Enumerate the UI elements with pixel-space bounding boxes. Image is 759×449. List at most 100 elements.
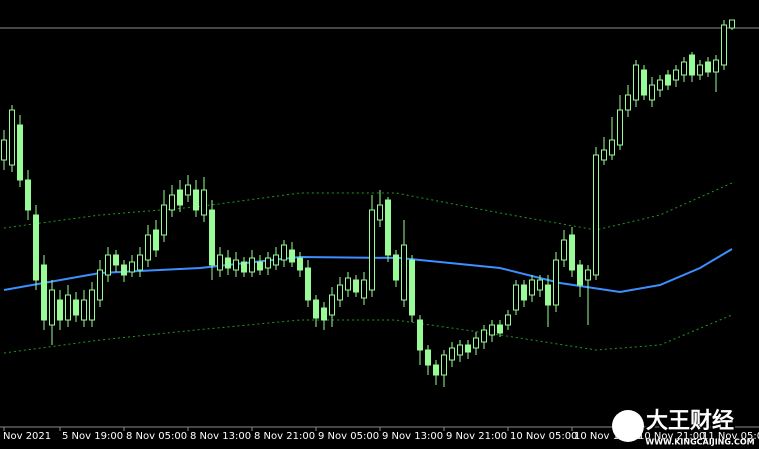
candle-body [505, 314, 511, 326]
candle-body [201, 189, 207, 216]
x-tick-label: 8 Nov 13:00 [190, 431, 251, 442]
candle-body [129, 261, 135, 273]
candle-body [489, 324, 495, 336]
candle-body [369, 209, 375, 291]
candle-body [689, 54, 695, 76]
candle-body [57, 299, 63, 321]
envelope-line [3, 182, 733, 231]
candle-body [593, 154, 599, 276]
candle-body [417, 319, 423, 351]
candle-body [337, 284, 343, 301]
candle-body [1, 139, 7, 161]
candle-body [273, 254, 279, 266]
candle-body [641, 69, 647, 96]
x-tick-label: 5 Nov 19:00 [62, 431, 123, 442]
x-tick-label: 11 Nov 05:00 [702, 431, 759, 442]
watermark: 大王财经 WWW.KINGCAIJING.COM [612, 407, 755, 447]
candle-body [585, 269, 591, 281]
candle-body [241, 261, 247, 273]
logo [612, 410, 644, 442]
candle-body [49, 289, 55, 326]
candle-body [649, 84, 655, 101]
candle-body [289, 249, 295, 263]
candle-body [705, 61, 711, 73]
candle-body [97, 269, 103, 301]
candle-body [385, 199, 391, 256]
candle-body [673, 69, 679, 81]
candle-body [657, 79, 663, 91]
candle-body [545, 284, 551, 306]
candle-body [457, 344, 463, 356]
candle-body [377, 204, 383, 221]
candle-body [105, 254, 111, 276]
candle-body [449, 347, 455, 361]
candle-body [569, 234, 575, 271]
candle-body [321, 307, 327, 321]
candle-body [161, 204, 167, 236]
x-tick-label: 10 Nov 05:00 [510, 431, 577, 442]
moving-average [3, 248, 733, 294]
candle-body [113, 254, 119, 266]
candle-body [729, 19, 735, 29]
candle-body [33, 214, 39, 281]
candle-body [313, 299, 319, 319]
candle-body [577, 264, 583, 286]
candle-body [521, 284, 527, 301]
candle-body [225, 257, 231, 269]
watermark-title: 大王财经 [646, 408, 734, 434]
candle-body [353, 279, 359, 293]
candle-body [713, 59, 719, 73]
candle-body [41, 264, 47, 321]
candle-body [137, 254, 143, 271]
candle-body [497, 324, 503, 334]
candle-body [121, 264, 127, 276]
candle-body [305, 267, 311, 301]
candle-body [561, 239, 567, 261]
x-tick-label: 8 Nov 21:00 [254, 431, 315, 442]
candle-body [513, 284, 519, 311]
candle-body [473, 337, 479, 349]
x-tick-label: 9 Nov 05:00 [318, 431, 379, 442]
candle-body [441, 354, 447, 376]
candle-body [169, 194, 175, 211]
candle-body [537, 279, 543, 291]
candle-body [9, 109, 15, 166]
candle-body [481, 329, 487, 343]
candle-body [465, 344, 471, 353]
candle-body [665, 74, 671, 86]
candle-body [529, 279, 535, 296]
candle-body [81, 299, 87, 321]
candle-body [633, 64, 639, 101]
candle-body [217, 254, 223, 271]
watermark-url: WWW.KINGCAIJING.COM [645, 438, 754, 447]
candle-body [25, 179, 31, 211]
candle-body [233, 259, 239, 271]
candle-body [17, 124, 23, 181]
x-tick-label: 10 Nov 13:00 [574, 431, 641, 442]
candle-body [153, 229, 159, 251]
candle-body [433, 364, 439, 376]
candle-body [257, 261, 263, 271]
candle-body [425, 349, 431, 366]
candle-body [265, 257, 271, 269]
candle-body [609, 139, 615, 156]
candle-body [249, 257, 255, 273]
x-tick-label: 10 Nov 21:00 [638, 431, 705, 442]
x-tick-label: Nov 2021 [3, 431, 51, 442]
candle-body [145, 234, 151, 261]
x-tick-label: 9 Nov 13:00 [382, 431, 443, 442]
x-tick-label: 9 Nov 21:00 [446, 431, 507, 442]
candle-body [553, 259, 559, 306]
candle-body [393, 254, 399, 281]
candle-body [209, 209, 215, 266]
candle-body [625, 94, 631, 111]
candle-body [345, 277, 351, 291]
candle-body [185, 184, 191, 196]
candle-body [297, 257, 303, 271]
candle-body [65, 294, 71, 321]
candle-body [409, 259, 415, 316]
candle-body [361, 279, 367, 299]
candle-body [73, 299, 79, 316]
candle-body [697, 64, 703, 76]
